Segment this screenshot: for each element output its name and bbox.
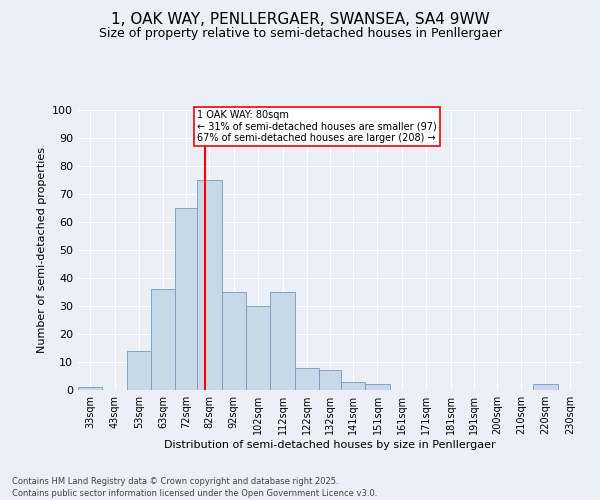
Bar — [151, 289, 175, 390]
Text: Size of property relative to semi-detached houses in Penllergaer: Size of property relative to semi-detach… — [98, 28, 502, 40]
Y-axis label: Number of semi-detached properties: Number of semi-detached properties — [37, 147, 47, 353]
X-axis label: Distribution of semi-detached houses by size in Penllergaer: Distribution of semi-detached houses by … — [164, 440, 496, 450]
Bar — [271, 292, 295, 390]
Text: 1 OAK WAY: 80sqm
← 31% of semi-detached houses are smaller (97)
67% of semi-deta: 1 OAK WAY: 80sqm ← 31% of semi-detached … — [197, 110, 437, 143]
Bar — [246, 306, 271, 390]
Bar — [197, 180, 221, 390]
Text: 1, OAK WAY, PENLLERGAER, SWANSEA, SA4 9WW: 1, OAK WAY, PENLLERGAER, SWANSEA, SA4 9W… — [110, 12, 490, 28]
Bar — [127, 351, 151, 390]
Bar — [365, 384, 389, 390]
Bar — [295, 368, 319, 390]
Bar — [533, 384, 557, 390]
Bar — [341, 382, 365, 390]
Bar — [78, 387, 103, 390]
Text: Contains HM Land Registry data © Crown copyright and database right 2025.
Contai: Contains HM Land Registry data © Crown c… — [12, 476, 377, 498]
Bar — [221, 292, 246, 390]
Bar — [175, 208, 197, 390]
Bar — [319, 370, 341, 390]
